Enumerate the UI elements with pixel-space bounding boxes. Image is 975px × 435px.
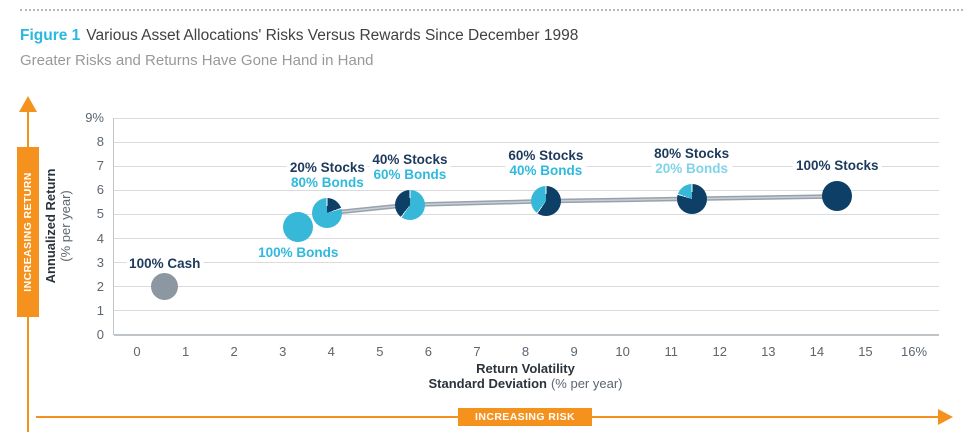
x-axis-title: Return Volatility Standard Deviation (% p… — [113, 361, 938, 391]
y-tick: 6 — [96, 182, 104, 198]
y-tick: 5 — [96, 206, 104, 222]
point-label-text: 100% Stocks — [793, 158, 882, 174]
y-tick: 3 — [96, 254, 104, 270]
figure-title-text: Various Asset Allocations' Risks Versus … — [86, 27, 579, 44]
gridline — [114, 189, 939, 191]
increasing-risk-arrow-head-icon — [938, 409, 953, 425]
point-label-text: 80% Stocks — [651, 145, 733, 161]
x-axis-title-units: (% per year) — [550, 376, 623, 391]
point-label-text: 80% Bonds — [286, 175, 368, 191]
point-label-100-stocks: 100% Stocks — [793, 158, 882, 174]
figure-title: Figure 1 Various Asset Allocations' Risks… — [20, 27, 578, 45]
x-tick: 10 — [615, 344, 630, 359]
y-tick: 4 — [96, 230, 104, 246]
point-label-text: 60% Bonds — [369, 166, 451, 182]
gridline — [114, 310, 939, 312]
x-tick: 16% — [900, 344, 928, 359]
increasing-return-badge: INCREASING RETURN — [17, 147, 39, 317]
point-label-100-bonds: 100% Bonds — [255, 244, 342, 260]
y-axis-title-units: (% per year) — [58, 190, 73, 262]
x-tick: 12 — [712, 344, 727, 359]
point-label-text: 40% Bonds — [505, 163, 587, 179]
increasing-return-label: INCREASING RETURN — [22, 172, 34, 292]
x-tick: 4 — [327, 344, 335, 359]
marker-60-stocks-40-bonds — [530, 186, 561, 217]
gridline — [114, 286, 939, 288]
x-axis-baseline — [114, 334, 939, 336]
increasing-return-arrow-head-icon — [19, 96, 37, 112]
x-tick: 1 — [181, 344, 190, 359]
y-tick: 0 — [96, 327, 104, 342]
x-tick: 5 — [376, 344, 384, 359]
figure-subtitle: Greater Risks and Returns Have Gone Hand… — [20, 52, 374, 69]
marker-100-bonds — [283, 211, 314, 242]
y-tick: 8 — [96, 134, 104, 150]
x-axis-title-line1: Return Volatility — [476, 361, 575, 376]
x-tick: 14 — [809, 344, 825, 359]
marker-100-stocks — [822, 181, 853, 212]
x-tick: 2 — [230, 344, 238, 359]
x-tick: 6 — [424, 344, 432, 359]
increasing-risk-badge: INCREASING RISK — [458, 408, 592, 426]
x-tick: 3 — [279, 344, 287, 359]
plot-area: 100% Cash 100% Bonds 20% Stocks 80% Bonds 40… — [113, 117, 939, 336]
x-tick: 7 — [473, 344, 481, 359]
x-axis-title-line2: Standard Deviation — [428, 376, 547, 391]
marker-100-cash — [151, 273, 179, 301]
point-label-40-stocks-60-bonds: 40% Stocks 60% Bonds — [369, 151, 451, 182]
y-tick: 2 — [96, 278, 104, 294]
figure-label: Figure 1 — [20, 27, 81, 44]
y-tick: 1 — [96, 302, 104, 318]
y-tick: 9% — [85, 110, 104, 125]
y-axis-title: Annualized Return (% per year) — [43, 169, 73, 284]
point-label-text: 20% Bonds — [651, 160, 733, 176]
gridline — [114, 117, 939, 119]
x-tick: 13 — [761, 344, 776, 359]
point-label-text: 60% Stocks — [505, 148, 587, 164]
marker-20-stocks-80-bonds — [312, 198, 343, 229]
x-tick: 15 — [858, 344, 873, 359]
x-tick: 11 — [664, 344, 678, 359]
point-label-text: 40% Stocks — [369, 151, 451, 167]
x-tick: 8 — [521, 344, 530, 359]
point-label-80-stocks-20-bonds: 80% Stocks 20% Bonds — [651, 145, 733, 176]
x-axis-ticks: 0 1 2 3 4 5 6 7 8 9 10 11 12 13 14 15 16% — [113, 345, 938, 359]
point-label-100-cash: 100% Cash — [126, 256, 204, 272]
gridline — [114, 213, 939, 215]
x-tick: 9 — [570, 344, 578, 359]
marker-80-stocks-20-bonds — [676, 183, 707, 214]
point-label-text: 100% Cash — [126, 256, 204, 272]
increasing-risk-label: INCREASING RISK — [475, 411, 575, 423]
marker-40-stocks-60-bonds — [394, 189, 425, 220]
gridline — [114, 238, 939, 240]
point-label-text: 20% Stocks — [286, 160, 368, 176]
point-label-60-stocks-40-bonds: 60% Stocks 40% Bonds — [505, 148, 587, 179]
y-axis-title-main: Annualized Return — [43, 168, 58, 284]
x-tick: 0 — [133, 344, 141, 359]
point-label-20-stocks-80-bonds: 20% Stocks 80% Bonds — [286, 160, 368, 191]
gridline — [114, 141, 939, 143]
y-tick: 7 — [96, 158, 104, 174]
y-axis-ticks: 9% 8 7 6 5 4 3 2 1 0 — [0, 111, 104, 342]
top-dotted-divider — [20, 9, 963, 11]
point-label-text: 100% Bonds — [255, 244, 342, 260]
gridline — [114, 262, 939, 264]
